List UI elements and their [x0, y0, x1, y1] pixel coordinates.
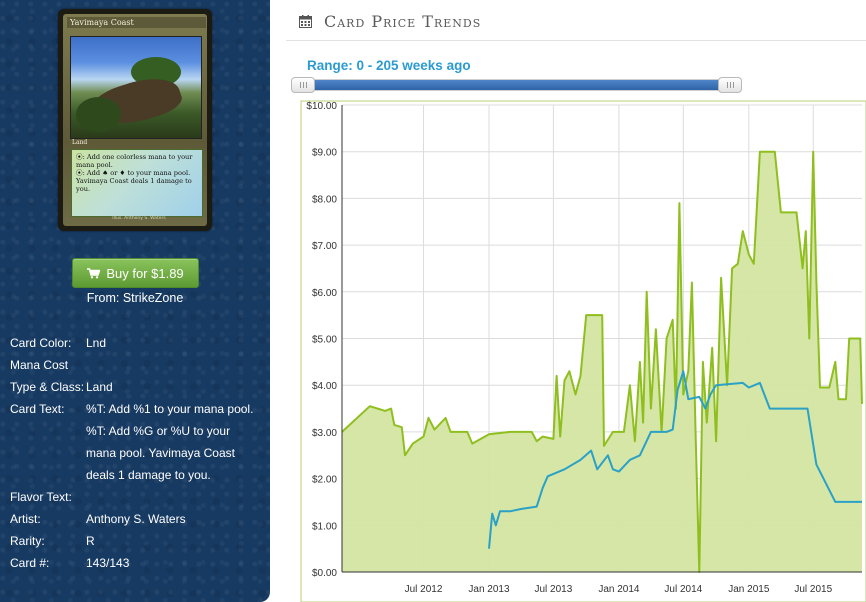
info-label: Card #: — [10, 556, 50, 570]
info-value: 143/143 — [86, 556, 130, 570]
y-tick-label: $2.00 — [312, 475, 337, 486]
title-divider — [286, 40, 866, 41]
card-footer: Illus. Anthony S. Waters — [112, 216, 166, 221]
x-tick-label: Jan 2013 — [468, 584, 510, 595]
chart-border — [300, 100, 866, 602]
buy-button-label: Buy for $1.89 — [106, 265, 184, 281]
card-textbox: ⦿: Add one colorless mana to your mana p… — [71, 149, 203, 217]
card-frame: Yavimaya Coast Land ⦿: Add one colorless… — [63, 14, 207, 226]
shopping-cart-icon — [87, 267, 101, 278]
info-row-mana-cost: Mana Cost — [10, 354, 265, 376]
info-value: Anthony S. Waters — [86, 512, 186, 526]
info-label: Artist: — [10, 512, 41, 526]
calendar-icon — [299, 14, 312, 28]
x-tick-label: Jul 2012 — [405, 584, 443, 595]
y-tick-label: $3.00 — [312, 428, 337, 439]
x-tick-label: Jul 2014 — [664, 584, 702, 595]
series-low-line — [488, 370, 862, 549]
info-row-artist: Artist: Anthony S. Waters — [10, 508, 265, 530]
seller-name: From: StrikeZone — [86, 291, 184, 305]
info-row-card-number: Card #: 143/143 — [10, 552, 265, 574]
chart-axes: $0.00 $1.00 $2.00 $3.00 $4.00 $5.00 $6.00 $7.00… — [306, 101, 862, 595]
card-text-line: deals 1 damage to you. — [86, 468, 211, 482]
info-row-type: Type & Class: Land — [10, 376, 265, 398]
info-label: Mana Cost — [10, 358, 69, 372]
info-label: Type & Class: — [10, 380, 85, 394]
card-info-table: Card Color: Lnd Mana Cost Type & Class: … — [10, 332, 265, 574]
info-row-rarity: Rarity: R — [10, 530, 265, 552]
card-ability-2: ⦿: Add ♠ or ♦ to your mana pool. Yavimay… — [76, 169, 192, 193]
info-label: Flavor Text: — [10, 490, 72, 504]
art-foliage — [76, 97, 121, 132]
card-text-line: %T: Add %1 to your mana pool. — [86, 402, 254, 416]
info-row-color: Card Color: Lnd — [10, 332, 265, 354]
info-value: R — [86, 534, 95, 548]
card-image: Yavimaya Coast Land ⦿: Add one colorless… — [58, 9, 212, 231]
y-tick-label: $1.00 — [312, 521, 337, 532]
info-label: Card Text: — [10, 402, 65, 416]
panel-title: Card Price Trends — [324, 11, 482, 31]
card-ability-1: ⦿: Add one colorless mana to your mana p… — [76, 153, 193, 169]
info-row-card-text: Card Text: %T: Add %1 to your mana pool.… — [10, 398, 265, 486]
y-tick-label: $5.00 — [312, 335, 337, 346]
card-name: Yavimaya Coast — [67, 17, 206, 28]
info-value: Land — [86, 380, 113, 394]
card-text-line: mana pool. Yavimaya Coast — [86, 446, 235, 460]
range-slider-selection[interactable] — [302, 80, 728, 90]
y-tick-label: $9.00 — [312, 148, 337, 159]
card-type-line: Land — [72, 139, 88, 146]
x-tick-label: Jan 2014 — [598, 584, 640, 595]
y-tick-label: $8.00 — [312, 194, 337, 205]
y-tick-label: $7.00 — [312, 241, 337, 252]
info-value-card-text: %T: Add %1 to your mana pool. %T: Add %G… — [86, 398, 262, 486]
info-row-flavor: Flavor Text: — [10, 486, 265, 508]
x-tick-label: Jul 2013 — [535, 584, 573, 595]
range-slider-handle-min[interactable] — [291, 77, 315, 93]
card-sidebar: Yavimaya Coast Land ⦿: Add one colorless… — [0, 0, 270, 602]
y-tick-label: $4.00 — [312, 381, 337, 392]
info-label: Card Color: — [10, 336, 72, 350]
y-tick-label: $0.00 — [312, 568, 337, 579]
info-value: Lnd — [86, 336, 107, 350]
x-tick-label: Jul 2015 — [794, 584, 832, 595]
range-slider-handle-max[interactable] — [718, 77, 742, 93]
card-art — [70, 36, 202, 139]
buy-button[interactable]: Buy for $1.89 — [72, 258, 199, 288]
chart-series — [341, 150, 863, 573]
x-tick-label: Jan 2015 — [728, 584, 770, 595]
range-label: Range: 0 - 205 weeks ago — [307, 58, 471, 73]
series-high-line — [341, 150, 863, 573]
y-tick-label: $6.00 — [312, 288, 337, 299]
y-tick-label: $10.00 — [306, 101, 337, 112]
card-text-line: %T: Add %G or %U to your — [86, 424, 231, 438]
info-label: Rarity: — [10, 534, 45, 548]
panel-header: Card Price Trends — [299, 8, 481, 34]
